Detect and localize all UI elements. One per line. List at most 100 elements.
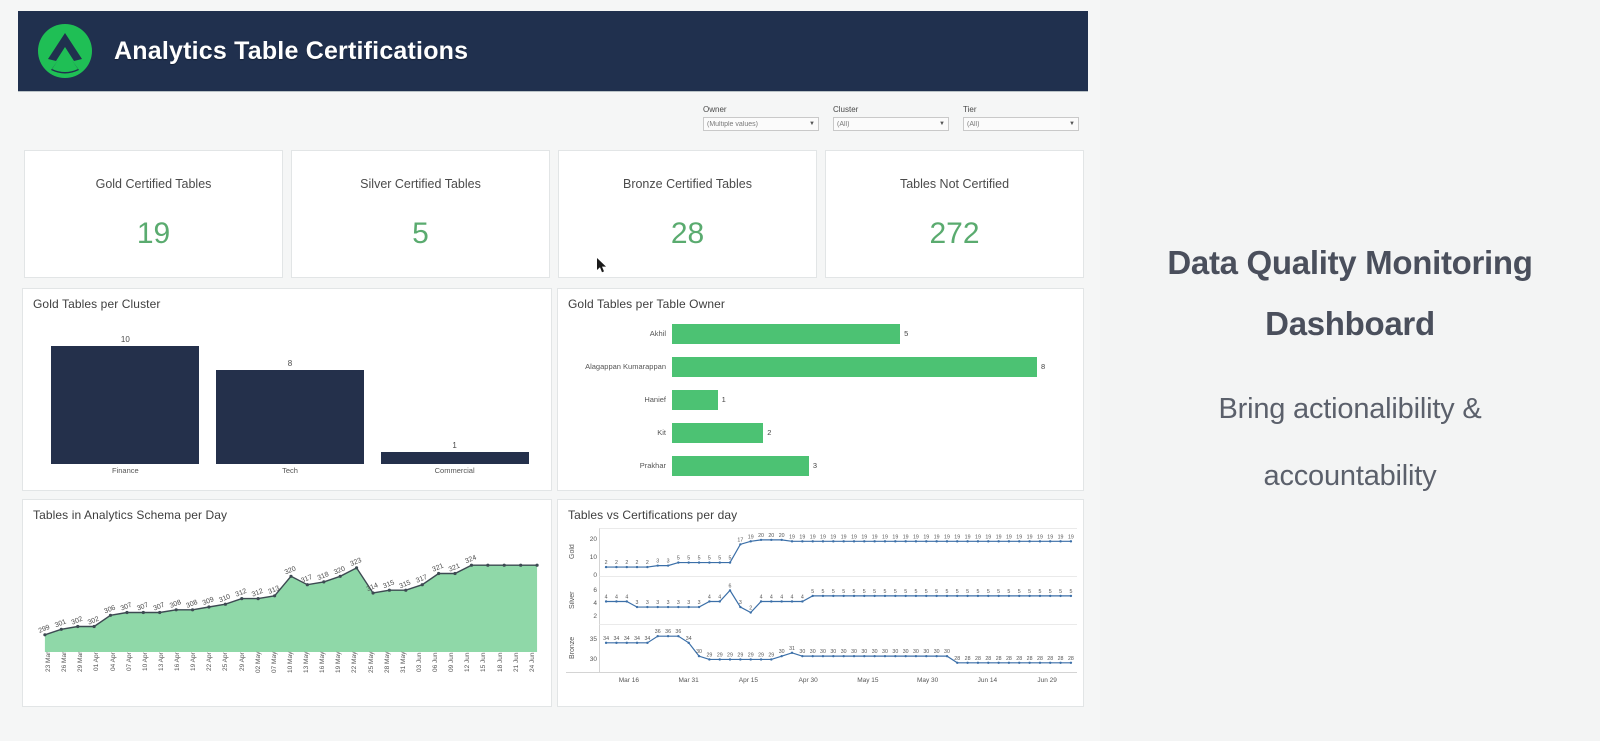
data-point[interactable]: [811, 594, 814, 598]
plot-area[interactable]: 4 4 4 3 3 3 3 3 3 3 4 4 6 3 2 4 4 4 4 4 5 5 5 5 5 5 5 5 5 5 5 5 5 5 5 5 5 5 5 5…: [599, 576, 1077, 624]
bar[interactable]: [672, 455, 809, 476]
data-point[interactable]: [790, 651, 794, 654]
data-point[interactable]: [987, 540, 990, 543]
data-point[interactable]: [976, 594, 980, 598]
filter-cluster-dropdown[interactable]: (All) ▼: [833, 117, 949, 131]
data-point[interactable]: [863, 594, 866, 598]
data-point[interactable]: [697, 654, 701, 658]
data-point[interactable]: [141, 610, 145, 615]
panel-tables-in-analytics-schema[interactable]: Tables in Analytics Schema per Day 299 30…: [22, 499, 552, 707]
data-point[interactable]: [666, 564, 670, 567]
data-point[interactable]: [625, 641, 629, 644]
data-point[interactable]: [1069, 594, 1073, 598]
data-point[interactable]: [945, 594, 949, 598]
data-point[interactable]: [821, 594, 825, 598]
data-point[interactable]: [739, 658, 742, 661]
data-point[interactable]: [338, 574, 342, 578]
data-point[interactable]: [873, 654, 876, 658]
bar-column[interactable]: 10: [51, 323, 200, 464]
data-point[interactable]: [708, 600, 711, 603]
data-point[interactable]: [997, 540, 1000, 543]
data-point[interactable]: [914, 540, 918, 543]
data-point[interactable]: [935, 654, 938, 658]
data-point[interactable]: [108, 613, 113, 617]
kpi-card-not-certified[interactable]: Tables Not Certified 272: [825, 150, 1084, 278]
data-point[interactable]: [914, 594, 918, 598]
data-point[interactable]: [739, 543, 742, 546]
data-point[interactable]: [666, 605, 670, 609]
data-point[interactable]: [1038, 540, 1042, 543]
data-point[interactable]: [997, 594, 1000, 598]
data-point[interactable]: [1038, 661, 1042, 664]
bar-row[interactable]: Alagappan Kumarappan 8: [566, 356, 1073, 378]
data-point[interactable]: [190, 608, 195, 612]
bar-row[interactable]: Akhil 5: [566, 323, 1073, 345]
data-point[interactable]: [646, 605, 649, 609]
data-point[interactable]: [677, 561, 680, 564]
data-point[interactable]: [646, 565, 649, 569]
data-point[interactable]: [770, 538, 773, 542]
data-point[interactable]: [790, 600, 794, 603]
data-point[interactable]: [883, 540, 887, 543]
data-point[interactable]: [1048, 661, 1052, 664]
data-point[interactable]: [240, 597, 244, 601]
data-point[interactable]: [404, 588, 408, 592]
data-point[interactable]: [966, 594, 969, 598]
data-point[interactable]: [759, 600, 763, 603]
data-point[interactable]: [1059, 661, 1062, 664]
data-point[interactable]: [801, 654, 804, 658]
data-point[interactable]: [821, 654, 825, 658]
data-point[interactable]: [873, 540, 876, 543]
data-point[interactable]: [780, 600, 783, 603]
kpi-card-silver[interactable]: Silver Certified Tables 5: [291, 150, 550, 278]
data-point[interactable]: [728, 658, 732, 661]
data-point[interactable]: [821, 540, 825, 543]
data-point[interactable]: [749, 611, 752, 614]
data-point[interactable]: [1069, 661, 1073, 664]
data-point[interactable]: [904, 654, 907, 658]
data-point[interactable]: [437, 571, 441, 576]
data-point[interactable]: [863, 654, 866, 658]
data-point[interactable]: [1048, 540, 1052, 543]
data-point[interactable]: [535, 563, 539, 567]
data-point[interactable]: [935, 540, 938, 543]
data-point[interactable]: [59, 627, 63, 631]
data-point[interactable]: [656, 564, 659, 567]
data-point[interactable]: [519, 563, 523, 567]
data-point[interactable]: [354, 566, 359, 570]
data-point[interactable]: [1059, 540, 1062, 543]
data-point[interactable]: [987, 594, 990, 598]
data-point[interactable]: [863, 540, 866, 543]
data-point[interactable]: [604, 641, 608, 644]
data-point[interactable]: [718, 561, 721, 564]
panel-gold-tables-per-cluster[interactable]: Gold Tables per Cluster 10 8 1 Finance Tech…: [22, 288, 552, 491]
bar[interactable]: [51, 346, 200, 464]
data-point[interactable]: [780, 654, 783, 658]
data-point[interactable]: [697, 605, 701, 609]
data-point[interactable]: [718, 600, 721, 603]
data-point[interactable]: [604, 600, 608, 603]
plot-area[interactable]: 34 34 34 34 34 36 36 36 34 30 29 29 29 29 29 29 29 30 31 30…: [599, 624, 1077, 672]
filter-owner-dropdown[interactable]: (Multiple values) ▼: [703, 117, 819, 131]
data-point[interactable]: [894, 594, 897, 598]
data-point[interactable]: [966, 540, 969, 543]
data-point[interactable]: [987, 661, 990, 664]
data-point[interactable]: [718, 658, 721, 661]
data-point[interactable]: [687, 605, 690, 609]
data-point[interactable]: [997, 661, 1000, 664]
data-point[interactable]: [635, 605, 639, 609]
data-point[interactable]: [1007, 594, 1011, 598]
data-point[interactable]: [1028, 540, 1031, 543]
data-point[interactable]: [92, 624, 96, 629]
data-point[interactable]: [749, 540, 752, 543]
data-point[interactable]: [656, 605, 659, 609]
data-point[interactable]: [1059, 594, 1062, 598]
bar-row[interactable]: Prakhar 3: [566, 455, 1073, 477]
data-point[interactable]: [1028, 661, 1031, 664]
bar[interactable]: [380, 452, 529, 464]
data-point[interactable]: [956, 661, 959, 664]
data-point[interactable]: [289, 574, 293, 578]
data-point[interactable]: [904, 594, 907, 598]
data-point[interactable]: [780, 538, 783, 542]
data-point[interactable]: [125, 610, 129, 615]
